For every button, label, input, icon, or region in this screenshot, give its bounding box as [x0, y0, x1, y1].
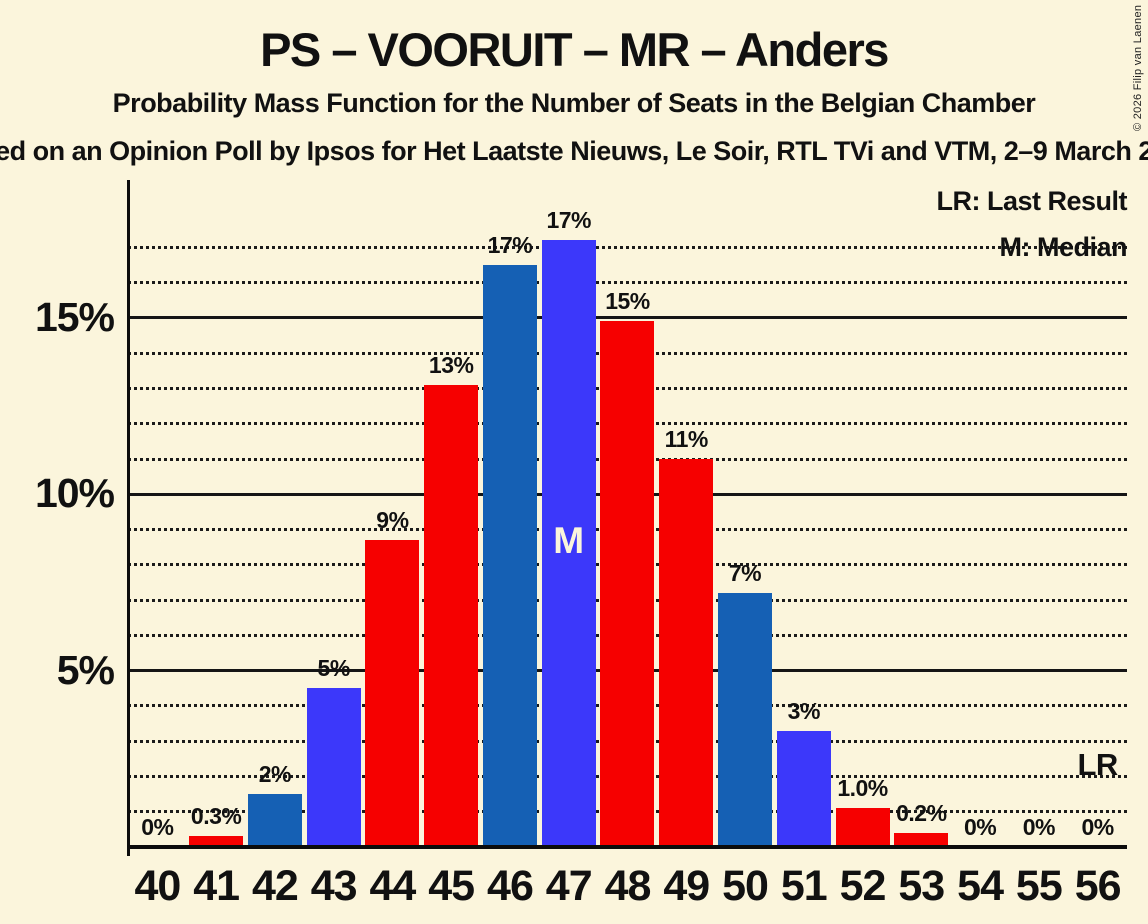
chart-title: PS – VOORUIT – MR – Anders	[260, 23, 889, 76]
bar-slot-44: 9%	[363, 180, 422, 847]
y-tick-label-15%: 15%	[34, 293, 115, 340]
y-axis	[127, 180, 130, 856]
bar-value-label-52: 1.0%	[837, 775, 888, 802]
bar-value-label-40: 0%	[141, 814, 174, 840]
legend-median: M: Median	[999, 232, 1128, 262]
gridline-minor	[128, 281, 1127, 285]
copyright-notice: © 2026 Filip van Laenen	[1132, 4, 1144, 131]
bar-slot-53: 0.2%	[892, 180, 951, 847]
bar-value-label-53: 0.2%	[896, 799, 947, 826]
bar-value-label-55: 0%	[1022, 814, 1056, 840]
gridline-minor	[128, 245, 1127, 249]
bar-value-label-56: 0%	[1081, 814, 1114, 840]
bar-slot-42: 2%	[246, 180, 305, 847]
bar-slot-54: 0%	[951, 180, 1010, 847]
bar-value-label-41: 0.3%	[190, 803, 242, 830]
y-tick-label-5%: 5%	[56, 646, 115, 693]
chart-subtitle: Probability Mass Function for the Number…	[112, 88, 1036, 118]
x-tick-label-50: 50	[722, 862, 769, 910]
bar-slot-43: 5%	[304, 180, 363, 847]
last-result-marker: LR	[1077, 747, 1118, 782]
bar-seats-52	[835, 808, 890, 847]
bar-value-label-43: 5%	[317, 655, 351, 682]
bar-seats-51	[776, 730, 831, 847]
gridline-major	[128, 316, 1127, 320]
bar-seats-42	[247, 794, 302, 847]
bar-slot-55: 0%	[1009, 180, 1068, 847]
bar-value-label-50: 7%	[728, 560, 762, 587]
bar-value-label-46: 17%	[487, 232, 533, 259]
plot-area: 0% 0.3% 2% 5% 9% 13% 17% M 17% 15% 11% 7% 3% 1.0% 0.2%…	[127, 180, 1127, 856]
bar-seats-53	[894, 832, 949, 847]
chart-source-line: ed on an Opinion Poll by Ipsos for Het L…	[0, 136, 1148, 166]
bar-seats-46	[482, 265, 537, 847]
x-tick-label-44: 44	[369, 862, 417, 910]
x-tick-label-41: 41	[193, 862, 240, 910]
median-marker: M	[553, 519, 585, 561]
bar-value-label-45: 13%	[428, 351, 474, 378]
bar-slot-45: 13%	[422, 180, 481, 847]
x-tick-label-49: 49	[663, 862, 710, 910]
bar-value-label-48: 15%	[605, 288, 650, 315]
bar-slot-41: 0.3%	[187, 180, 246, 847]
bar-slot-50: 7%	[716, 180, 775, 847]
bar-slot-49: 11%	[657, 180, 716, 847]
bar-value-label-49: 11%	[664, 426, 709, 453]
bar-seats-49	[659, 459, 714, 847]
bar-seats-43	[306, 688, 361, 847]
bar-value-label-42: 2%	[258, 761, 292, 788]
bar-slot-48: 15%	[598, 180, 657, 847]
x-tick-label-54: 54	[957, 862, 1004, 910]
x-tick-label-40: 40	[134, 862, 181, 910]
bar-seats-45	[424, 384, 479, 847]
y-tick-label-10%: 10%	[34, 470, 115, 517]
x-tick-label-56: 56	[1074, 862, 1122, 910]
bar-seats-47: M	[541, 240, 596, 847]
bar-slot-47: M 17%	[539, 180, 598, 847]
bar-seats-48	[600, 321, 655, 847]
x-tick-label-47: 47	[545, 862, 593, 910]
x-tick-label-42: 42	[251, 862, 299, 910]
bar-value-label-54: 0%	[963, 814, 997, 840]
legend-last-result: LR: Last Result	[936, 186, 1127, 216]
bar-slot-56: 0%	[1068, 180, 1127, 847]
bar-seats-50	[718, 593, 773, 847]
bar-value-label-51: 3%	[787, 697, 821, 724]
x-tick-label-43: 43	[310, 862, 358, 910]
bar-seats-41	[189, 836, 244, 847]
x-tick-label-52: 52	[839, 862, 887, 910]
x-tick-label-53: 53	[898, 862, 945, 910]
bar-slot-52: 1.0%	[833, 180, 892, 847]
bar-value-label-44: 9%	[376, 507, 409, 534]
x-tick-label-46: 46	[487, 862, 534, 910]
bar-slot-40: 0%	[128, 180, 187, 847]
x-tick-label-45: 45	[428, 862, 475, 910]
bar-value-label-47: 17%	[546, 207, 591, 234]
x-tick-label-55: 55	[1015, 862, 1063, 910]
x-tick-label-48: 48	[604, 862, 652, 910]
bar-slot-46: 17%	[481, 180, 540, 847]
x-tick-label-51: 51	[780, 862, 828, 910]
bar-slot-51: 3%	[774, 180, 833, 847]
x-axis	[128, 845, 1127, 849]
bar-seats-44	[365, 540, 420, 847]
